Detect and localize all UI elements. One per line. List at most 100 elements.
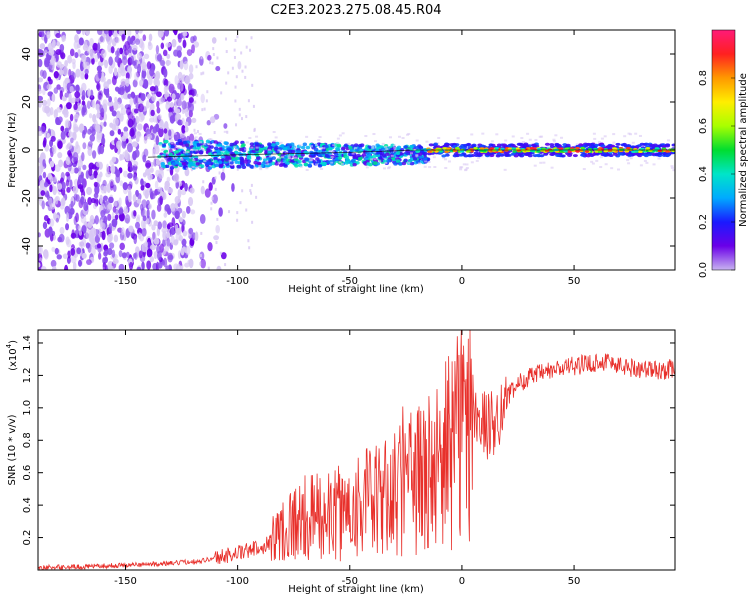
spectrogram-cell — [184, 126, 189, 133]
spectrogram-cell — [157, 114, 162, 121]
spectrogram-cell — [639, 164, 643, 167]
spectrogram-cell — [549, 149, 554, 153]
spectrogram-cell — [275, 141, 280, 146]
spectrogram-cell — [77, 184, 84, 190]
spectrogram-cell — [226, 147, 231, 151]
spectrogram-cell — [409, 161, 415, 166]
spectrogram-cell — [148, 203, 152, 210]
spectrogram-cell — [53, 71, 59, 79]
spectrogram-cell — [99, 194, 103, 205]
spectrogram-cell — [612, 152, 618, 156]
spectrogram-cell — [244, 65, 247, 69]
spectrogram-cell — [462, 143, 468, 147]
spectrogram-cell — [283, 164, 288, 168]
spectrogram-cell — [236, 35, 239, 39]
spectrogram-cell — [162, 230, 167, 241]
spectrogram-cell — [259, 168, 263, 171]
spectrogram-cell — [542, 161, 546, 164]
spectrogram-cell — [285, 158, 290, 162]
spectrogram-cell — [109, 242, 115, 249]
spectrogram-cell — [224, 158, 229, 162]
spectrogram-cell — [167, 187, 174, 194]
spectrogram-cell — [124, 40, 131, 50]
spectrogram-cell — [580, 146, 585, 150]
spectrogram-cell — [108, 56, 113, 66]
spectrogram-cell — [282, 147, 288, 151]
spectrogram-cell — [427, 160, 431, 163]
spectrogram-cell — [619, 148, 624, 151]
spectrogram-cell — [259, 144, 265, 148]
spectrogram-cell — [525, 152, 531, 156]
spectrogram-cell — [407, 158, 413, 163]
spectrogram-cell — [383, 167, 387, 170]
spectrogram-cell — [82, 60, 88, 69]
spectrogram-cell — [328, 146, 333, 151]
spectrogram-cell — [209, 61, 212, 65]
spectrogram-cell — [125, 195, 129, 206]
spectrogram-cell — [40, 190, 46, 196]
spectrogram-cell — [255, 140, 259, 143]
spectrogram-cell — [384, 145, 388, 148]
spectrogram-cell — [213, 146, 219, 151]
spectrogram-cell — [140, 184, 145, 191]
spectrogram-cell — [371, 145, 375, 148]
spectrogram-cell — [202, 143, 206, 146]
spectrogram-cell — [206, 147, 211, 151]
spectrogram-cell — [384, 161, 388, 164]
spectrogram-cell — [253, 127, 256, 131]
spectrogram-cell — [112, 117, 119, 127]
spectrogram-cell — [119, 242, 125, 251]
spectrogram-cell — [229, 161, 234, 165]
spectrogram-cell — [166, 207, 172, 215]
x-tick-label: 0 — [459, 276, 465, 287]
spectrogram-cell — [56, 61, 63, 68]
spectrogram-cell — [168, 135, 172, 138]
spectrogram-cell — [193, 132, 197, 135]
spectrogram-cell — [466, 150, 471, 153]
spectrogram-cell — [195, 162, 200, 166]
spectrogram-cell — [495, 154, 501, 158]
spectrogram-cell — [48, 49, 55, 56]
spectrogram-cell — [90, 227, 97, 237]
spectrogram-cell — [60, 198, 66, 207]
spectrogram-cell — [111, 249, 116, 258]
spectrogram-cell — [207, 166, 213, 170]
spectrogram-cell — [310, 145, 314, 148]
spectrogram-cell — [190, 148, 194, 151]
spectrogram-cell — [187, 259, 194, 265]
spectrogram-cell — [670, 165, 674, 168]
snr-y-scale-exponent: 4 — [5, 343, 13, 348]
spectrogram-cell — [191, 44, 195, 54]
spectrogram-cell — [159, 59, 166, 67]
spectrogram-cell — [135, 116, 140, 124]
spectrogram-cell — [586, 143, 592, 147]
spectrogram-cell — [103, 195, 108, 201]
colorbar: 0.0 0.2 0.4 0.6 0.8 Normalized spectral ampl… — [698, 29, 749, 278]
spectrogram-cell — [114, 86, 120, 92]
spectrogram-cell — [148, 33, 153, 42]
spectrogram-cell — [181, 124, 186, 134]
spectrogram-cell — [665, 150, 670, 153]
spectrogram-cell — [51, 266, 57, 270]
spectrogram-cell — [479, 147, 485, 150]
spectrogram-cell — [143, 53, 150, 60]
spectrogram-cell — [145, 162, 152, 168]
spectrogram-cell — [68, 93, 72, 102]
spectrogram-cell — [169, 115, 175, 124]
spectrogram-cell — [245, 208, 248, 212]
spectrogram-cell — [89, 126, 95, 133]
spectrogram-cell — [395, 159, 401, 163]
spectrogram-cell — [169, 102, 174, 108]
spectrogram-cell — [150, 109, 155, 117]
spectrogram-cell — [251, 83, 254, 87]
spectrogram-cell — [531, 143, 537, 147]
spectrogram-cell — [137, 227, 143, 235]
spectrogram-cell — [69, 85, 74, 93]
spectrogram-cell — [70, 255, 77, 264]
spectrogram-cell — [121, 139, 127, 149]
spectrogram-cell — [317, 163, 323, 168]
spectrogram-cell — [196, 93, 199, 97]
spectrogram-cell — [64, 92, 70, 98]
spectrogram-cell — [38, 88, 43, 95]
spectrogram-cell — [520, 137, 524, 140]
